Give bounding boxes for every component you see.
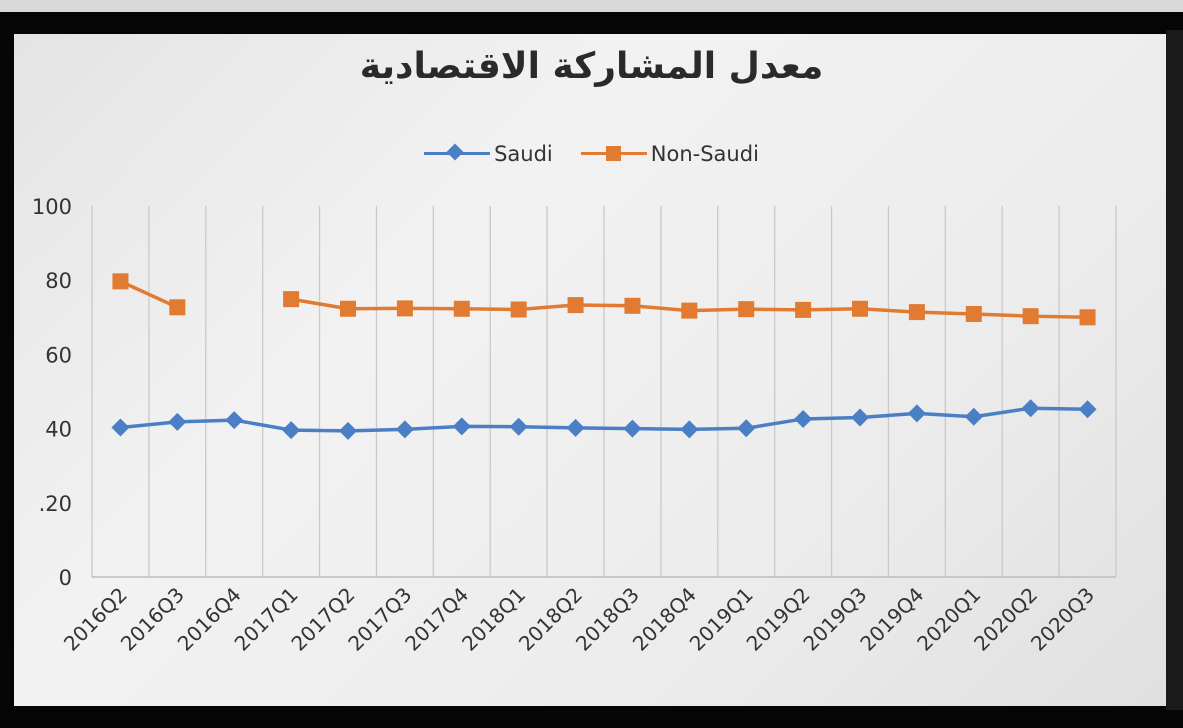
data-point-non-saudi [396,300,413,317]
data-point-saudi [225,411,244,430]
data-point-saudi [395,420,414,439]
data-point-saudi [794,409,813,428]
chart-legend: Saudi Non-Saudi [0,142,1183,166]
data-point-non-saudi [852,300,868,317]
data-point-non-saudi [624,297,641,314]
legend-swatch-saudi [424,143,491,164]
data-point-non-saudi [453,300,470,317]
data-point-saudi [282,421,301,440]
data-point-saudi [1021,399,1040,418]
data-point-saudi [1078,400,1097,419]
data-point-non-saudi [1079,309,1096,326]
data-point-saudi [737,419,756,438]
data-point-saudi [509,417,528,436]
data-point-saudi [851,408,869,427]
data-point-saudi [452,417,471,436]
data-point-non-saudi [1022,308,1039,325]
y-tick-label: 80 [45,269,72,293]
data-point-saudi [111,418,130,437]
data-point-saudi [907,404,926,423]
series-layer [111,273,1097,440]
data-point-saudi [339,421,357,440]
data-point-non-saudi [169,299,186,316]
data-point-non-saudi [795,301,812,318]
data-point-non-saudi [112,273,129,290]
data-point-saudi [623,419,642,438]
series-line-non-saudi [119,279,179,309]
legend-label-saudi: Saudi [494,142,553,166]
data-point-non-saudi [738,301,755,318]
x-tick-label: 2020Q3 [1026,583,1099,656]
data-point-non-saudi [908,304,925,321]
data-point-saudi [680,420,699,439]
y-tick-label: 40 [45,418,72,442]
y-tick-label: 60 [45,343,72,367]
data-point-non-saudi [681,302,698,319]
legend-item-saudi: Saudi [424,142,553,166]
top-strip [0,0,1183,12]
legend-item-non-saudi: Non-Saudi [580,142,759,166]
y-tick-label: 100 [32,195,72,219]
data-point-non-saudi [510,301,527,318]
data-point-non-saudi [965,305,982,322]
legend-label-non-saudi: Non-Saudi [650,142,759,166]
series-line-saudi [120,406,1088,433]
data-point-non-saudi [283,291,300,308]
data-point-saudi [566,418,585,437]
right-edge [1166,30,1183,710]
chart-title: معدل المشاركة الاقتصادية [359,46,824,87]
data-point-saudi [964,407,983,426]
legend-swatch-non-saudi [580,144,647,164]
grid-layer [91,206,1117,577]
data-point-saudi [168,412,187,431]
data-point-non-saudi [340,300,356,317]
data-point-non-saudi [567,297,584,314]
y-tick-label: .20 [39,492,72,516]
y-tick-label: 0 [59,566,72,590]
